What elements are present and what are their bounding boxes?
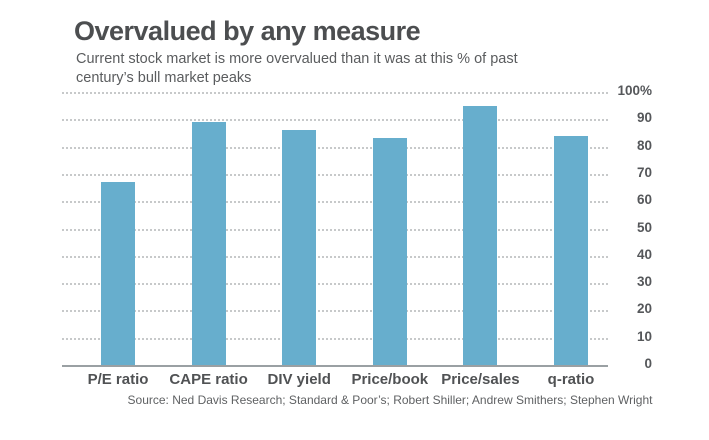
y-tick-label: 90	[636, 110, 652, 126]
y-tick-label: 30	[636, 274, 652, 290]
x-tick-label: q-ratio	[547, 371, 595, 388]
bar-cape-ratio	[191, 122, 226, 365]
chart-subtitle: Current stock market is more overvalued …	[76, 50, 616, 87]
y-tick-label: 40	[636, 246, 652, 262]
x-axis-labels: P/E ratio CAPE ratio DIV yield Price/book Pr…	[62, 371, 608, 391]
gridline	[62, 337, 608, 340]
chart-subtitle-line1: Current stock market is more overvalued …	[76, 51, 518, 67]
y-tick-label: 10	[636, 328, 652, 344]
bar-q-ratio	[554, 135, 588, 365]
bar-p-e-ratio	[101, 182, 135, 365]
x-tick-label: CAPE ratio	[169, 371, 248, 388]
gridline	[62, 173, 608, 176]
y-tick-label: 50	[636, 219, 652, 235]
chart-subtitle-line2: century’s bull market peaks	[76, 69, 252, 86]
x-axis-line	[62, 365, 608, 367]
gridline	[62, 146, 608, 149]
bar-price-sales	[463, 105, 498, 365]
x-tick-label: Price/sales	[441, 371, 520, 388]
gridline	[62, 228, 608, 231]
y-tick-label: 60	[636, 192, 652, 208]
gridline	[62, 119, 608, 122]
bar-div-yield	[282, 130, 317, 365]
gridline	[62, 92, 608, 94]
gridline	[62, 255, 608, 258]
x-tick-label: Price/book	[351, 371, 429, 388]
y-tick-label: 80	[636, 137, 652, 153]
source-note: Source: Ned Davis Research; Standard & P…	[127, 393, 653, 407]
y-axis-labels: 100% 90 80 70 60 50 40 30 20 10 0	[614, 83, 658, 371]
y-tick-label: 0	[644, 356, 652, 371]
x-tick-label: DIV yield	[267, 371, 331, 388]
plot-area	[62, 92, 608, 367]
x-tick-label: P/E ratio	[87, 371, 149, 388]
y-tick-label: 20	[636, 301, 652, 317]
gridline	[62, 310, 608, 313]
y-tick-label: 70	[636, 164, 652, 180]
bar-price-book	[372, 138, 407, 365]
chart-title: Overvalued by any measure	[74, 16, 421, 46]
y-tick-label: 100%	[617, 83, 652, 98]
gridline	[62, 201, 608, 204]
gridline	[62, 283, 608, 286]
